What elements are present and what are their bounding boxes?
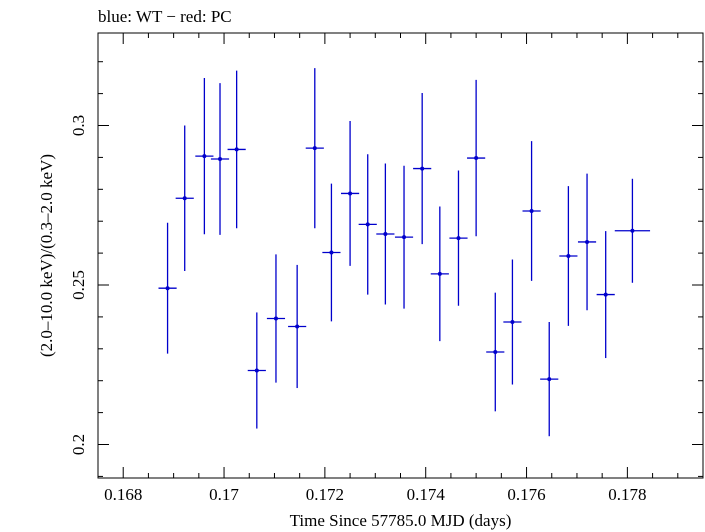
plot-area — [97, 32, 704, 479]
x-axis-label: Time Since 57785.0 MJD (days) — [290, 511, 512, 530]
data-point — [449, 170, 468, 306]
x-tick-label: 0.17 — [209, 485, 239, 504]
data-point — [394, 165, 414, 309]
point-marker — [630, 228, 635, 233]
point-marker — [348, 191, 353, 196]
point-marker — [402, 235, 407, 240]
x-tick-label: 0.176 — [507, 485, 545, 504]
y-tick-labels: 0.2 0.25 0.3 — [69, 115, 88, 455]
point-marker — [474, 156, 479, 161]
data-points — [158, 68, 651, 437]
point-marker — [312, 146, 317, 151]
data-point — [175, 125, 194, 271]
data-point — [522, 141, 541, 281]
data-point — [486, 292, 505, 412]
data-point — [158, 222, 177, 354]
data-point — [430, 206, 449, 342]
point-marker — [165, 286, 170, 291]
chart-title: blue: WT − red: PC — [98, 7, 232, 26]
point-marker — [420, 166, 425, 171]
x-tick-label: 0.174 — [407, 485, 446, 504]
plot-frame — [97, 32, 704, 479]
y-tick-label: 0.3 — [69, 115, 88, 136]
point-marker — [365, 222, 370, 227]
point-marker — [437, 271, 442, 276]
data-point — [503, 259, 522, 385]
data-point — [305, 68, 324, 229]
data-point — [341, 121, 360, 266]
x-tick-labels: 0.168 0.17 0.172 0.174 0.176 0.178 — [104, 485, 646, 504]
point-marker — [182, 196, 187, 201]
data-point — [467, 79, 486, 237]
point-marker — [529, 209, 534, 213]
point-marker — [456, 236, 461, 241]
data-point — [227, 70, 246, 229]
data-point — [247, 312, 266, 429]
data-point — [413, 92, 432, 245]
x-tick-label: 0.168 — [104, 485, 142, 504]
y-axis-label: (2.0–10.0 keV)/(0.3–2.0 keV) — [37, 154, 56, 357]
point-marker — [510, 320, 515, 325]
axis-ticks — [97, 33, 704, 478]
point-marker — [566, 253, 571, 258]
y-tick-label: 0.25 — [69, 270, 88, 300]
data-point — [266, 254, 286, 383]
data-point — [577, 173, 597, 311]
point-marker — [273, 316, 278, 321]
point-marker — [547, 377, 552, 382]
x-tick-label: 0.172 — [306, 485, 344, 504]
point-marker — [254, 368, 259, 373]
point-marker — [295, 324, 300, 329]
point-marker — [383, 231, 388, 236]
point-marker — [234, 147, 239, 152]
data-point — [210, 83, 230, 235]
data-point — [614, 178, 651, 283]
data-point — [288, 264, 307, 389]
data-point — [559, 186, 578, 326]
data-point — [322, 183, 341, 322]
data-point — [376, 163, 395, 305]
y-tick-label: 0.2 — [69, 434, 88, 455]
point-marker — [585, 239, 590, 244]
point-marker — [329, 250, 334, 255]
point-marker — [202, 154, 207, 159]
point-marker — [493, 349, 498, 354]
point-marker — [218, 157, 223, 162]
x-tick-label: 0.178 — [608, 485, 646, 504]
data-point — [540, 322, 559, 437]
data-point — [195, 77, 214, 235]
data-point — [596, 231, 615, 359]
data-point — [358, 154, 377, 295]
point-marker — [603, 292, 608, 297]
